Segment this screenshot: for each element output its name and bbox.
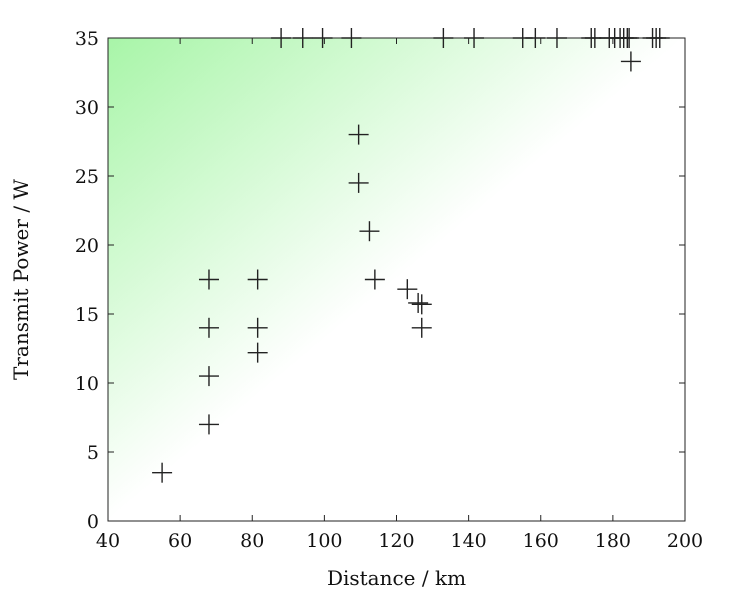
y-tick-label: 10 <box>75 373 99 395</box>
x-axis: 40 60 80 100 120 140 160 180 200 <box>96 38 703 552</box>
x-tick-label: 120 <box>378 530 414 552</box>
y-tick-label: 25 <box>75 166 99 188</box>
data-point <box>152 462 173 483</box>
x-tick-label: 100 <box>306 530 342 552</box>
y-tick-label: 30 <box>75 97 99 119</box>
data-point <box>348 124 369 145</box>
x-tick-label: 140 <box>450 530 486 552</box>
data-point <box>359 221 380 242</box>
data-point <box>198 317 219 338</box>
x-tick-label: 160 <box>523 530 559 552</box>
data-point <box>198 414 219 435</box>
y-tick-label: 0 <box>87 511 99 533</box>
y-tick-label: 35 <box>75 28 99 50</box>
x-tick-label: 40 <box>96 530 120 552</box>
x-tick-label: 180 <box>595 530 631 552</box>
y-axis-label: Transmit Power / W <box>9 179 33 380</box>
y-tick-label: 15 <box>75 304 99 326</box>
data-point <box>620 51 641 72</box>
data-point <box>198 366 219 387</box>
data-point <box>348 172 369 193</box>
data-point <box>364 269 385 290</box>
data-point <box>198 269 219 290</box>
data-point <box>397 279 418 300</box>
x-tick-label: 200 <box>667 530 703 552</box>
shaded-region <box>108 38 685 521</box>
y-tick-label: 20 <box>75 235 99 257</box>
data-point <box>411 317 432 338</box>
data-point <box>411 294 432 315</box>
x-tick-label: 80 <box>240 530 264 552</box>
x-axis-label: Distance / km <box>327 566 466 590</box>
y-tick-label: 5 <box>87 442 99 464</box>
x-tick-label: 60 <box>168 530 192 552</box>
data-point <box>408 292 429 313</box>
y-axis: 0 5 10 15 20 25 30 35 <box>75 28 685 533</box>
data-point <box>247 342 268 363</box>
data-point <box>247 317 268 338</box>
data-point <box>247 269 268 290</box>
